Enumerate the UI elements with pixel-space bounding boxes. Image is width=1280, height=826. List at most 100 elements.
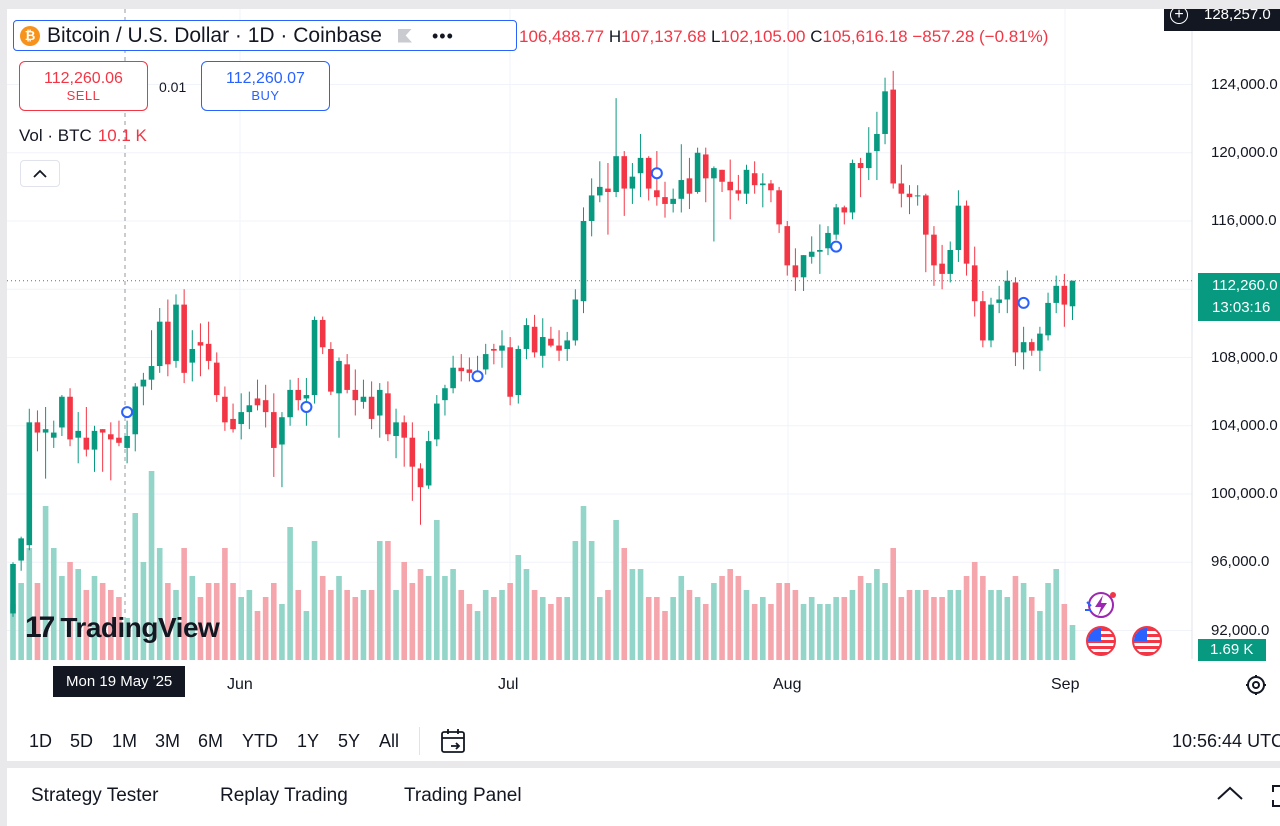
volume-bar	[148, 471, 155, 660]
volume-bar	[572, 541, 579, 660]
utc-clock[interactable]: 10:56:44 UTC	[1172, 731, 1280, 751]
candle	[91, 430, 98, 450]
candle	[328, 348, 334, 392]
volume-bar	[670, 597, 676, 660]
symbol-title[interactable]: Bitcoin / U.S. Dollar · 1D · Coinbase	[47, 23, 382, 47]
maximize-panel-button[interactable]	[1270, 784, 1280, 813]
volume-bar	[580, 506, 587, 660]
candle	[735, 190, 742, 194]
volume-bar	[760, 597, 766, 660]
tab-replay-trading[interactable]: Replay Trading	[220, 785, 348, 806]
candle	[874, 133, 880, 152]
volume-bar	[988, 590, 994, 660]
sell-price: 112,260.06	[44, 69, 123, 87]
calendar-icon	[441, 729, 465, 753]
volume-bar	[344, 590, 350, 660]
volume-bar	[1045, 583, 1051, 660]
candle	[262, 400, 269, 413]
candle	[588, 195, 595, 221]
collapse-panel-button[interactable]	[1215, 784, 1245, 809]
range-1m-button[interactable]: 1M	[112, 731, 138, 751]
range-1d-button[interactable]: 1D	[29, 731, 53, 751]
tab-trading-panel[interactable]: Trading Panel	[404, 785, 522, 806]
volume-bar	[328, 590, 334, 660]
flag-icon[interactable]	[397, 28, 412, 43]
volume-bar	[140, 562, 147, 660]
change-value: −857.28 (−0.81%)	[912, 27, 1049, 46]
volume-bar	[262, 597, 269, 660]
candle	[442, 388, 448, 401]
candle	[303, 395, 310, 399]
us-flag-icon-event[interactable]	[1132, 626, 1162, 656]
range-6m-button[interactable]: 6M	[198, 731, 224, 751]
volume-bar	[368, 590, 375, 660]
symbol-legend[interactable]: ₿ Bitcoin / U.S. Dollar · 1D · Coinbase …	[13, 20, 517, 51]
bitcoin-logo-icon: ₿	[20, 25, 40, 46]
collapse-legend-button[interactable]	[20, 160, 60, 187]
go-to-date-button[interactable]	[439, 727, 469, 761]
chart-panel[interactable]: ₿ Bitcoin / U.S. Dollar · 1D · Coinbase …	[7, 9, 1280, 761]
event-marker-icon	[300, 400, 313, 413]
tradingview-wordmark: TradingView	[60, 612, 220, 643]
volume-bar	[132, 513, 139, 660]
candle	[124, 435, 130, 448]
candle	[507, 347, 513, 397]
lightning-alert-icon[interactable]	[1081, 588, 1121, 627]
candle	[59, 396, 65, 428]
event-marker-icon	[650, 167, 663, 180]
high-label: H	[608, 27, 622, 46]
volume-bar	[434, 520, 440, 660]
candle	[849, 162, 856, 213]
crosshair-price-tag: + 128,257.0	[1164, 9, 1280, 31]
candle	[784, 226, 791, 266]
price-chart[interactable]	[7, 9, 1280, 709]
volume-bar	[800, 604, 807, 660]
volume-bar	[499, 590, 505, 660]
tradingview-logo[interactable]: 17 TradingView	[25, 612, 220, 643]
volume-bar	[271, 583, 277, 660]
sell-button[interactable]: 112,260.06 SELL	[19, 61, 148, 111]
us-flag-icon[interactable]	[1086, 626, 1116, 656]
month-label-sep: Sep	[1051, 676, 1080, 693]
volume-bar	[865, 583, 872, 660]
volume-bar	[711, 583, 717, 660]
volume-bar	[1069, 625, 1076, 660]
volume-bar	[808, 597, 815, 660]
candle	[882, 91, 888, 134]
range-ytd-button[interactable]: YTD	[242, 731, 278, 751]
candle	[613, 156, 619, 192]
volume-bar	[841, 597, 848, 660]
volume-legend[interactable]: Vol · BTC 10.1 K	[19, 126, 147, 146]
candle	[67, 396, 73, 440]
volume-bar	[466, 604, 473, 660]
chart-settings-button[interactable]	[1244, 673, 1268, 702]
range-5d-button[interactable]: 5D	[70, 731, 94, 751]
volume-bar	[181, 548, 187, 660]
event-marker-icon	[471, 370, 484, 383]
candle	[817, 250, 823, 252]
range-all-button[interactable]: All	[379, 731, 400, 751]
crosshair-price: 128,257.0	[1204, 9, 1271, 23]
volume-bar	[629, 569, 636, 660]
volume-bar	[108, 590, 114, 660]
candle	[222, 396, 228, 423]
volume-bar	[1012, 576, 1019, 660]
more-options-icon[interactable]: •••	[431, 25, 454, 46]
tab-strategy-tester[interactable]: Strategy Tester	[31, 785, 159, 806]
volume-bar	[792, 590, 799, 660]
plus-circle-icon[interactable]: +	[1170, 9, 1188, 24]
buy-button[interactable]: 112,260.07 BUY	[201, 61, 330, 111]
current-price-tag: 112,260.0 13:03:16	[1198, 273, 1280, 321]
candle	[1004, 280, 1011, 300]
range-1y-button[interactable]: 1Y	[297, 731, 320, 751]
candle	[156, 321, 163, 367]
range-3m-button[interactable]: 3M	[155, 731, 181, 751]
volume-bar	[523, 569, 530, 660]
volume-bar	[303, 611, 310, 660]
volume-bar	[564, 597, 570, 660]
volume-bar	[360, 590, 367, 660]
range-5y-button[interactable]: 5Y	[338, 731, 361, 751]
low-label: L	[710, 27, 721, 46]
volume-bar	[59, 576, 65, 660]
